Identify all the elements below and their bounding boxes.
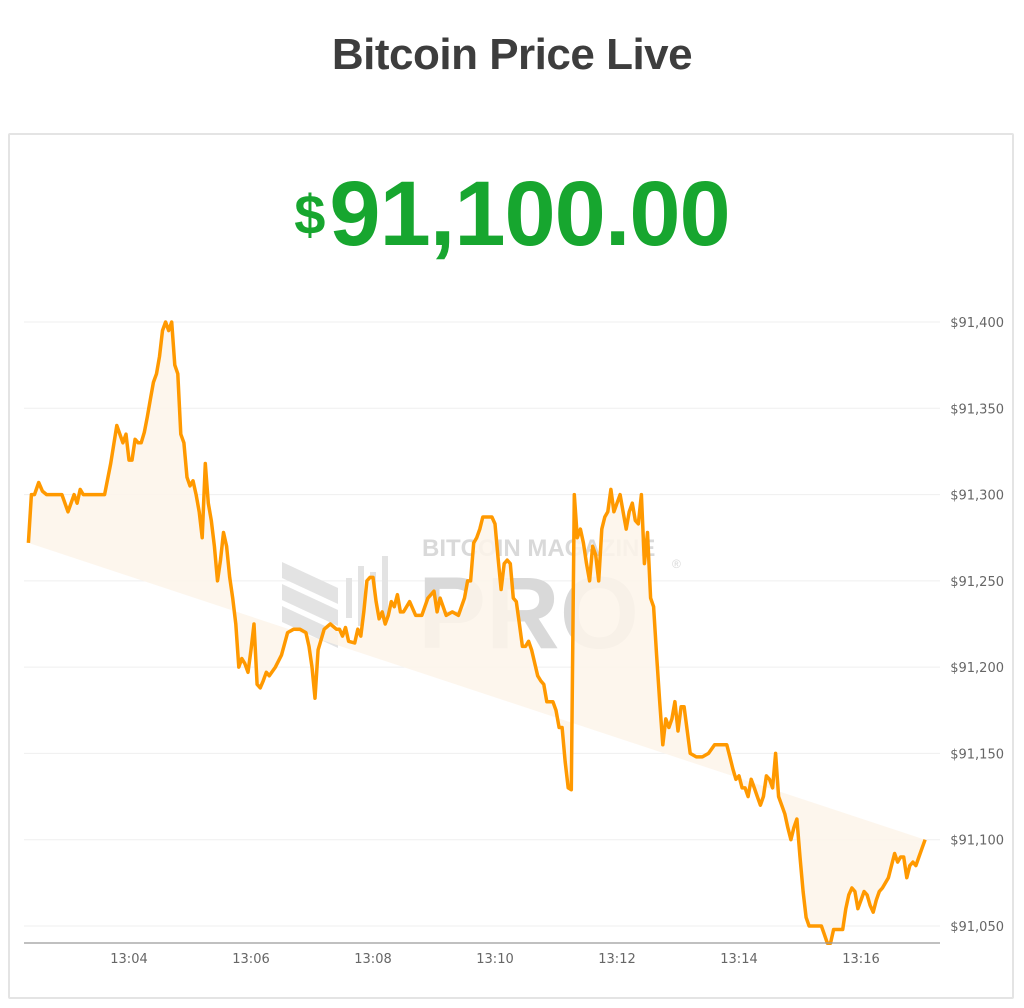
- y-tick-label: $91,250: [950, 575, 1004, 590]
- x-tick-label: 13:12: [598, 952, 635, 967]
- page-title: Bitcoin Price Live: [331, 30, 693, 79]
- y-tick-label: $91,150: [950, 747, 1004, 762]
- x-tick-label: 13:10: [476, 952, 513, 967]
- y-tick-label: $91,300: [950, 489, 1004, 504]
- price-currency-symbol: $: [294, 183, 326, 246]
- x-axis-ticks: 13:04 13:06 13:08 13:10 13:12 13:14 13:16: [110, 952, 879, 967]
- watermark-registered: ®: [672, 557, 681, 571]
- x-tick-label: 13:16: [842, 952, 879, 967]
- x-tick-label: 13:14: [720, 952, 757, 967]
- y-tick-label: $91,200: [950, 661, 1004, 676]
- price-area-fill: [28, 322, 926, 944]
- x-tick-label: 13:06: [232, 952, 269, 967]
- current-price: $91,100.00: [0, 162, 1024, 267]
- x-tick-label: 13:04: [110, 952, 147, 967]
- y-tick-label: $91,050: [950, 920, 1004, 935]
- price-value: 91,100.00: [329, 163, 730, 265]
- x-tick-label: 13:08: [354, 952, 391, 967]
- y-tick-label: $91,400: [950, 316, 1004, 331]
- y-axis-ticks: $91,050 $91,100 $91,150 $91,200 $91,250 $91,3…: [950, 316, 1004, 935]
- y-tick-label: $91,350: [950, 402, 1004, 417]
- y-tick-label: $91,100: [950, 834, 1004, 849]
- price-line: [26, 320, 927, 946]
